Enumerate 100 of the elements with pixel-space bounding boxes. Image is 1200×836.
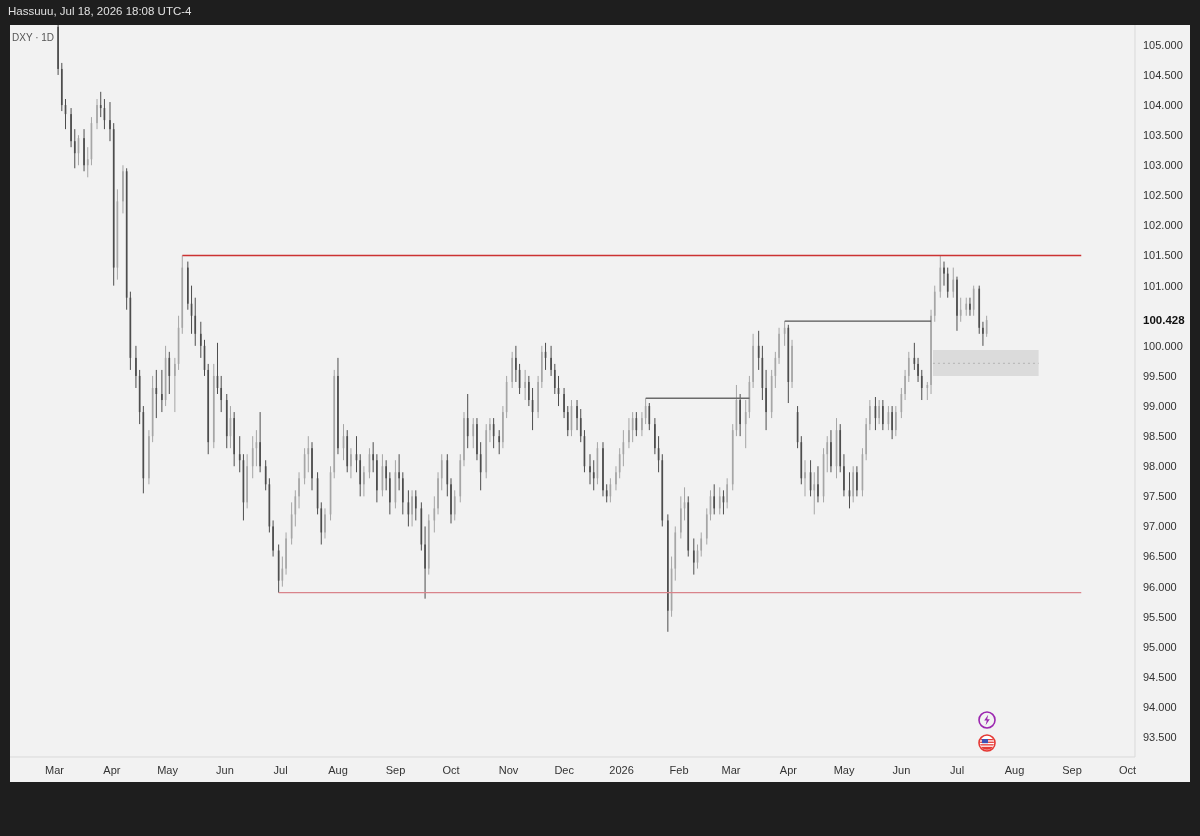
x-tick-label: Sep: [1062, 763, 1082, 776]
candlestick: [576, 399, 578, 431]
candlestick: [943, 261, 945, 287]
candlestick: [187, 261, 189, 311]
candlestick: [57, 25, 59, 76]
candlestick: [294, 489, 297, 527]
candlestick: [891, 405, 893, 440]
candlestick: [778, 327, 780, 365]
candlestick: [804, 459, 806, 497]
candlestick: [83, 128, 85, 172]
candlestick: [194, 297, 197, 347]
text: DXY · 1D: [12, 32, 55, 44]
x-tick-label: Jul: [950, 763, 965, 776]
y-tick-label: 96.000: [1143, 580, 1177, 593]
candlestick: [856, 465, 858, 497]
candlestick: [830, 429, 832, 473]
candlestick: [648, 402, 651, 431]
candlestick: [700, 531, 703, 558]
x-tick-label: Apr: [779, 763, 798, 776]
y-tick-label: 102.500: [1143, 189, 1183, 202]
candlestick: [453, 489, 456, 521]
candlestick: [878, 399, 880, 425]
y-tick-label: 97.000: [1143, 520, 1177, 533]
y-tick-label: 101.500: [1143, 249, 1183, 262]
candlestick: [174, 357, 176, 413]
candlestick: [414, 489, 417, 521]
x-tick-label: Jul: [273, 763, 288, 776]
candlestick: [920, 369, 923, 401]
candlestick: [168, 351, 171, 395]
candlestick: [220, 375, 223, 413]
candlestick: [926, 381, 929, 401]
x-tick-label: Aug: [328, 763, 348, 776]
y-tick-label: 101.000: [1143, 279, 1183, 292]
candlestick: [350, 447, 352, 479]
x-tick-label: Mar: [721, 763, 741, 776]
x-tick-label: Mar: [45, 763, 65, 776]
candlestick: [680, 495, 682, 539]
y-tick-label: 100.000: [1143, 339, 1183, 352]
candlestick: [791, 339, 793, 389]
candlestick: [363, 465, 365, 497]
candlestick: [401, 471, 404, 515]
candlestick: [952, 267, 955, 299]
candlestick: [372, 441, 374, 473]
candlestick: [654, 417, 656, 455]
candlestick: [618, 447, 621, 479]
candlestick: [869, 399, 871, 431]
candlestick: [135, 345, 137, 389]
text: 100.428: [1143, 313, 1185, 328]
candlestick: [718, 486, 721, 515]
x-tick-label: Dec: [554, 763, 575, 776]
candlestick: [199, 321, 202, 359]
x-tick-label: May: [833, 763, 855, 776]
candlestick: [70, 107, 72, 148]
candlestick: [398, 453, 400, 491]
candlestick: [99, 91, 102, 118]
candlestick: [817, 465, 819, 503]
candlestick: [385, 459, 387, 491]
candlestick: [524, 369, 526, 401]
text: Hassuuu, Jul 18, 2026 18:08 UTC-4: [8, 5, 192, 17]
candlestick: [285, 531, 287, 576]
candlestick: [489, 417, 491, 443]
candlestick: [155, 369, 158, 419]
candlestick: [233, 411, 235, 467]
candlestick: [917, 357, 919, 383]
candlestick: [744, 399, 747, 449]
candlestick: [246, 453, 248, 509]
candlestick: [757, 330, 760, 371]
candlestick: [148, 429, 150, 485]
candlestick: [502, 405, 504, 449]
candlestick: [628, 417, 630, 449]
candlestick: [450, 477, 452, 524]
candlestick: [592, 459, 595, 491]
candlestick: [813, 471, 816, 515]
y-tick-label: 93.500: [1143, 731, 1177, 744]
candlestick: [311, 441, 313, 491]
y-tick-label: 103.500: [1143, 129, 1183, 142]
candlestick: [959, 297, 962, 323]
candlestick: [337, 357, 339, 455]
candlestick: [726, 477, 728, 509]
candlestick: [511, 351, 514, 389]
y-tick-label: 105.000: [1143, 38, 1183, 51]
candlestick: [946, 267, 949, 299]
candlestick: [259, 411, 261, 473]
candlestick: [605, 483, 608, 503]
candlestick: [566, 405, 569, 437]
candlestick: [298, 471, 300, 509]
candlestick: [537, 375, 539, 419]
candlestick: [579, 408, 582, 443]
candlestick: [376, 453, 378, 503]
y-tick-label: 96.500: [1143, 550, 1177, 563]
y-tick-label: 104.500: [1143, 68, 1183, 81]
y-tick-label: 95.500: [1143, 610, 1177, 623]
candlestick: [272, 519, 274, 558]
x-tick-label: Nov: [498, 763, 519, 776]
y-tick-label: 99.000: [1143, 399, 1177, 412]
x-tick-label: Aug: [1004, 763, 1025, 776]
candlestick: [882, 399, 884, 431]
candlestick: [73, 128, 76, 169]
y-tick-label: 102.000: [1143, 219, 1183, 232]
candlestick: [550, 345, 552, 377]
